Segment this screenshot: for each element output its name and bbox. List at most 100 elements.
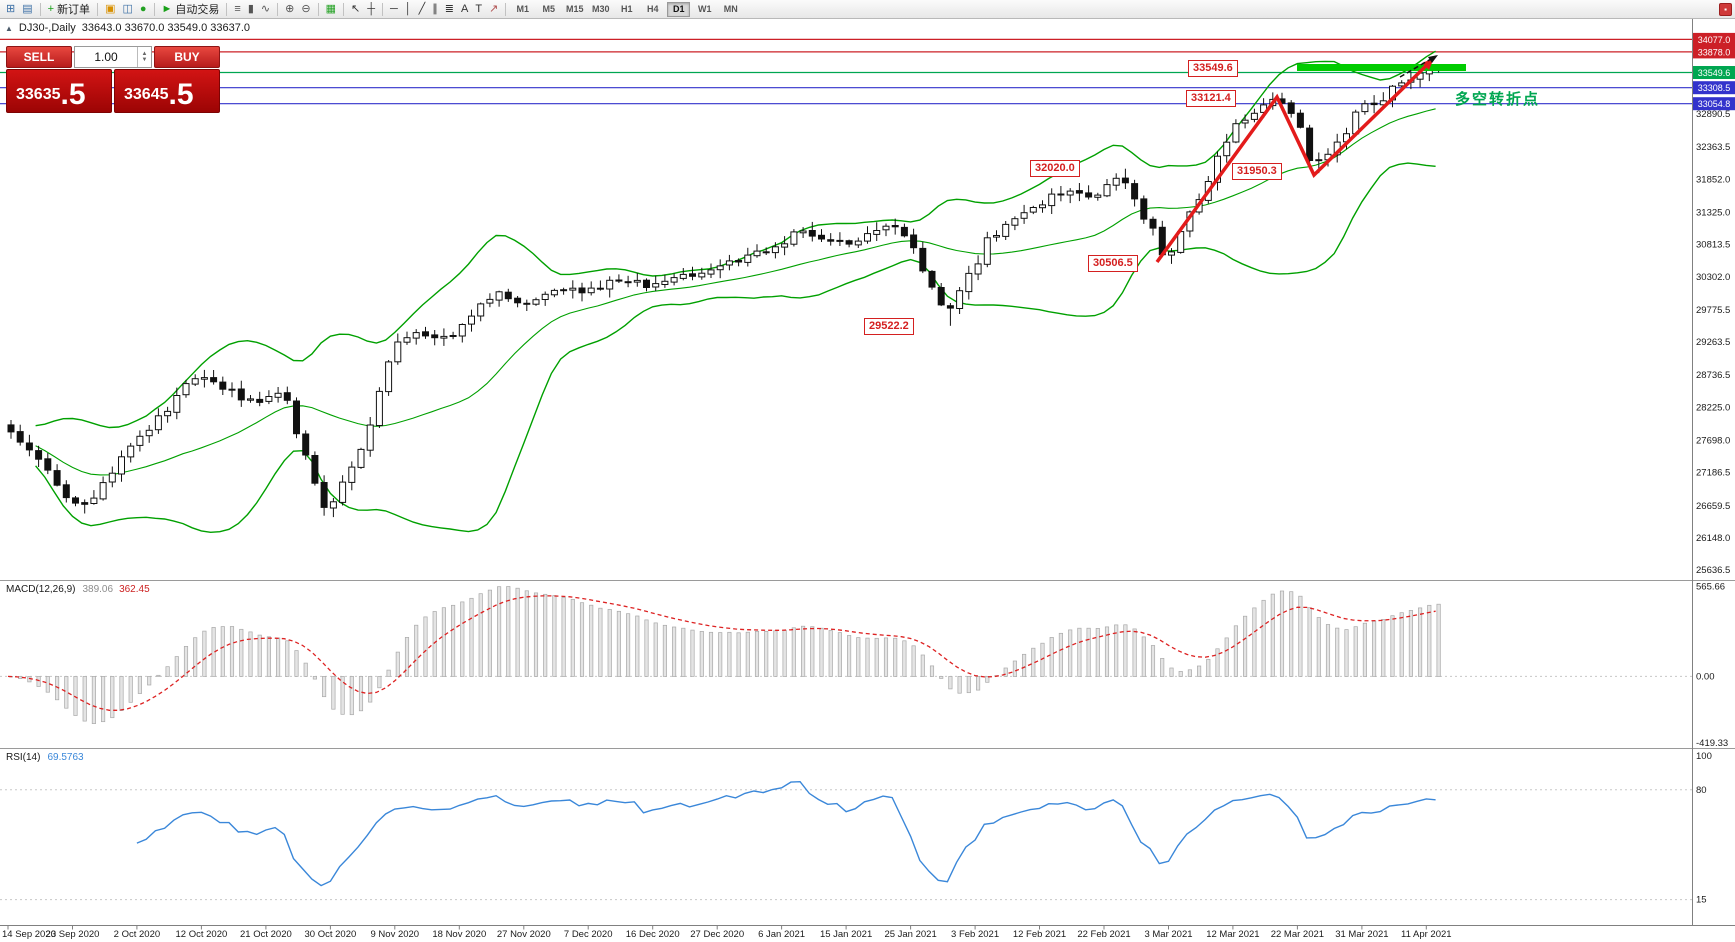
- buy-price-big-digit: .5: [168, 78, 194, 112]
- zoom-out-icon: ⊖: [301, 3, 311, 15]
- bars-mode-icon[interactable]: ≡: [231, 1, 243, 17]
- price-annotation[interactable]: 29522.2: [864, 318, 914, 335]
- hline-tool-icon[interactable]: ─: [387, 1, 401, 17]
- price-annotation[interactable]: 33549.6: [1188, 60, 1238, 77]
- trendline-tool-icon[interactable]: ╱: [416, 1, 429, 17]
- buy-price-display[interactable]: 33645.5: [114, 69, 220, 113]
- svg-text:15: 15: [1696, 895, 1707, 906]
- sell-price-main: 33635: [16, 86, 61, 103]
- rsi-value: 69.5763: [47, 752, 84, 763]
- buy-price-main: 33645: [124, 86, 169, 103]
- bull-bear-turning-point-annotation[interactable]: 多空转折点: [1455, 91, 1541, 108]
- symbol-marker-icon: ▲: [5, 23, 13, 33]
- price-axis[interactable]: 32890.5 32363.5 31852.0 31325.0 30813.5 30302…: [1693, 32, 1735, 576]
- arrow-tool-icon[interactable]: ↗: [486, 1, 501, 17]
- svg-text:32363.5: 32363.5: [1696, 142, 1730, 153]
- timeframe-m5-button[interactable]: M5: [542, 4, 556, 14]
- zoom-in-icon[interactable]: ⊕: [282, 1, 297, 17]
- macd-value-2: 362.45: [119, 584, 150, 595]
- svg-text:31852.0: 31852.0: [1696, 174, 1730, 185]
- timeframe-h4-button[interactable]: H4: [647, 4, 659, 14]
- svg-text:11 Apr 2021: 11 Apr 2021: [1401, 929, 1452, 940]
- sell-button[interactable]: SELL: [6, 46, 72, 68]
- macd-value-1: 389.06: [82, 584, 114, 595]
- strategy-tester-icon[interactable]: ●: [137, 1, 150, 17]
- svg-text:28736.5: 28736.5: [1696, 370, 1730, 381]
- channel-tool-icon: ∥: [432, 3, 438, 15]
- zoom-in-icon: ⊕: [285, 3, 295, 15]
- toolbar-separator: [505, 2, 507, 16]
- channel-tool-icon[interactable]: ∥: [429, 1, 441, 17]
- spinner-up-icon[interactable]: ▲: [141, 51, 148, 57]
- timeframe-d1-button[interactable]: D1: [667, 1, 691, 17]
- svg-text:27 Dec 2020: 27 Dec 2020: [690, 929, 744, 940]
- price-annotation[interactable]: 31950.3: [1232, 163, 1282, 180]
- svg-text:33549.6: 33549.6: [1698, 68, 1731, 78]
- svg-text:25 Jan 2021: 25 Jan 2021: [884, 929, 936, 940]
- resistance-zone-bar: [1297, 64, 1466, 71]
- bars-mode-icon: ≡: [234, 3, 241, 15]
- timeframe-m1-button[interactable]: M1: [516, 4, 530, 14]
- candles-mode-icon[interactable]: ▮: [245, 1, 257, 17]
- svg-text:3 Mar 2021: 3 Mar 2021: [1144, 929, 1192, 940]
- svg-text:12 Mar 2021: 12 Mar 2021: [1206, 929, 1259, 940]
- price-annotation[interactable]: 32020.0: [1030, 160, 1080, 177]
- timeframe-m15-button[interactable]: M15: [566, 4, 584, 14]
- text-tool-icon: A: [461, 3, 469, 15]
- rsi-name: RSI(14): [6, 752, 41, 763]
- spinner-down-icon[interactable]: ▼: [141, 57, 148, 63]
- text-tool-icon[interactable]: A: [458, 1, 471, 17]
- crosshair-icon[interactable]: ┼: [364, 1, 378, 17]
- svg-text:30 Oct 2020: 30 Oct 2020: [305, 929, 357, 940]
- svg-text:18 Nov 2020: 18 Nov 2020: [432, 929, 486, 940]
- alerts-icon[interactable]: ▣: [102, 1, 118, 17]
- svg-text:33308.5: 33308.5: [1698, 83, 1731, 93]
- market-watch-icon[interactable]: ◫: [119, 1, 135, 17]
- svg-text:12 Oct 2020: 12 Oct 2020: [176, 929, 228, 940]
- volume-spinner[interactable]: ▲ ▼: [137, 47, 151, 67]
- timeframe-w1-button[interactable]: W1: [698, 4, 712, 14]
- svg-text:14 Sep 2020: 14 Sep 2020: [2, 929, 56, 940]
- trendline-tool-icon: ╱: [418, 3, 426, 15]
- svg-text:26148.0: 26148.0: [1696, 533, 1730, 544]
- timeframe-m30-button[interactable]: M30: [592, 4, 610, 14]
- new-order-button[interactable]: + 新订单: [45, 1, 93, 17]
- autotrading-button[interactable]: ► 自动交易: [159, 1, 223, 17]
- toolbar-separator: [226, 2, 228, 16]
- line-mode-icon[interactable]: ∿: [258, 1, 273, 17]
- buy-button[interactable]: BUY: [154, 46, 220, 68]
- svg-text:9 Nov 2020: 9 Nov 2020: [371, 929, 420, 940]
- cursor-icon: ↖: [350, 3, 361, 15]
- timeframe-h1-button[interactable]: H1: [621, 4, 633, 14]
- new-chart-icon[interactable]: ⊞: [3, 1, 18, 17]
- svg-text:15 Jan 2021: 15 Jan 2021: [820, 929, 872, 940]
- price-annotation[interactable]: 30506.5: [1088, 255, 1138, 272]
- candles-mode-icon: ▮: [247, 3, 254, 15]
- fibonacci-tool-icon[interactable]: ≣: [442, 1, 457, 17]
- volume-input[interactable]: 1.00 ▲ ▼: [74, 46, 152, 68]
- toolbar-separator: [97, 2, 99, 16]
- chart-window-red-icon[interactable]: ▪: [1719, 2, 1732, 16]
- svg-text:0.00: 0.00: [1696, 671, 1715, 682]
- vline-tool-icon[interactable]: │: [402, 1, 415, 17]
- sell-price-display[interactable]: 33635.5: [6, 69, 112, 113]
- line-mode-icon: ∿: [260, 3, 271, 15]
- candles: [7, 64, 1443, 518]
- svg-text:28225.0: 28225.0: [1696, 402, 1730, 413]
- label-tool-icon[interactable]: T: [472, 1, 485, 17]
- cursor-icon[interactable]: ↖: [348, 1, 363, 17]
- rsi-indicator-label: RSI(14) 69.5763: [6, 752, 84, 763]
- zoom-out-icon[interactable]: ⊖: [298, 1, 313, 17]
- new-order-button-label: 新订单: [57, 4, 91, 16]
- timeframe-mn-button[interactable]: MN: [723, 4, 738, 14]
- price-annotation[interactable]: 33121.4: [1186, 90, 1236, 107]
- main-toolbar: ⊞ ▤ + 新订单 ▣ ◫ ● ► 自动交易 ≡ ▮ ∿ ⊕ ⊖ ▦ ↖ ┼ ─ │ ╱ ∥ ≣ A T ↗ M1 M5 M15 M30…: [0, 0, 1735, 19]
- indicators-icon[interactable]: ▦: [323, 1, 339, 17]
- svg-text:23 Sep 2020: 23 Sep 2020: [46, 929, 100, 940]
- profiles-icon[interactable]: ▤: [19, 1, 35, 17]
- macd-panel: 565.66 0.00 -419.33: [0, 582, 1728, 749]
